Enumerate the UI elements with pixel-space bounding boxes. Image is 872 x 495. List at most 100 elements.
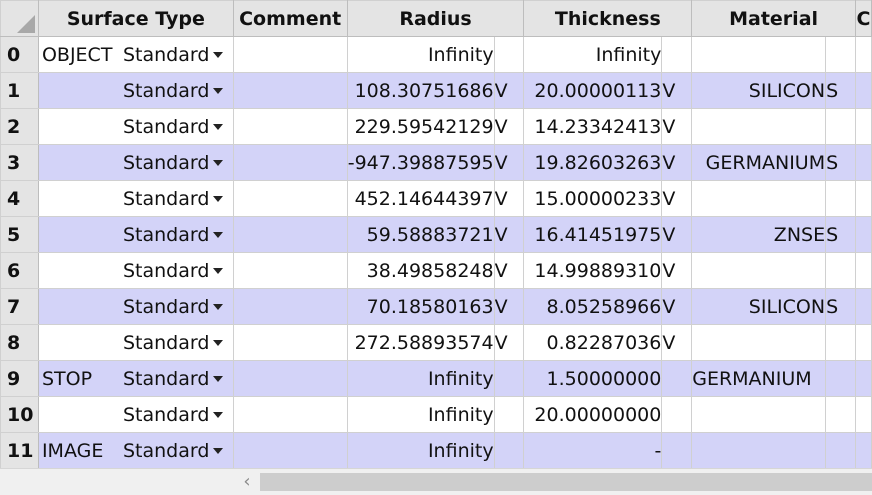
material-cell[interactable] <box>691 180 827 217</box>
table-row[interactable]: 6 Standard 38.49858248 V 14.99889310 V <box>0 252 872 289</box>
material-solve-cell[interactable]: S <box>825 288 856 325</box>
material-solve-cell[interactable] <box>825 180 856 217</box>
table-row[interactable]: 4 Standard 452.14644397 V 15.00000233 V <box>0 180 872 217</box>
radius-solve-cell[interactable]: V <box>493 216 525 253</box>
comment-cell[interactable] <box>232 288 348 325</box>
thickness-cell[interactable]: Infinity <box>523 36 663 73</box>
radius-cell[interactable]: 108.30751686 <box>346 72 495 109</box>
material-solve-cell[interactable]: S <box>825 72 856 109</box>
thickness-cell[interactable]: 16.41451975 <box>523 216 663 253</box>
material-cell[interactable] <box>691 252 827 289</box>
comment-cell[interactable] <box>232 432 348 469</box>
chevron-down-icon[interactable] <box>213 303 224 310</box>
thickness-cell[interactable]: 20.00000113 <box>523 72 663 109</box>
surface-type-dropdown[interactable]: Standard <box>119 188 224 210</box>
chevron-down-icon[interactable] <box>213 87 224 94</box>
table-row[interactable]: 1 Standard 108.30751686 V 20.00000113 V SILICO… <box>0 72 872 109</box>
next-column-cell[interactable] <box>854 324 872 361</box>
radius-solve-cell[interactable] <box>493 360 525 397</box>
thickness-solve-cell[interactable]: V <box>661 108 693 145</box>
thickness-solve-cell[interactable] <box>661 432 693 469</box>
surface-type-cell[interactable]: OBJECT Standard <box>37 36 234 73</box>
thickness-solve-cell[interactable]: V <box>661 216 693 253</box>
comment-cell[interactable] <box>232 252 348 289</box>
material-cell[interactable] <box>691 36 827 73</box>
chevron-down-icon[interactable] <box>213 159 224 166</box>
row-number[interactable]: 11 <box>0 432 39 469</box>
chevron-down-icon[interactable] <box>213 447 224 454</box>
radius-cell[interactable]: -947.39887595 <box>346 144 495 181</box>
material-solve-cell[interactable] <box>825 324 856 361</box>
radius-cell[interactable]: 70.18580163 <box>346 288 495 325</box>
thickness-solve-cell[interactable]: V <box>661 288 693 325</box>
table-row[interactable]: 8 Standard 272.58893574 V 0.82287036 V <box>0 324 872 361</box>
next-column-cell[interactable] <box>854 252 872 289</box>
chevron-down-icon[interactable] <box>213 375 224 382</box>
thickness-cell[interactable]: 14.99889310 <box>523 252 663 289</box>
comment-cell[interactable] <box>232 216 348 253</box>
thickness-cell[interactable]: 19.82603263 <box>523 144 663 181</box>
radius-cell[interactable]: Infinity <box>346 396 495 433</box>
thickness-solve-cell[interactable]: V <box>661 72 693 109</box>
table-row[interactable]: 3 Standard -947.39887595 V 19.82603263 V GERMA… <box>0 144 872 181</box>
material-solve-cell[interactable] <box>825 108 856 145</box>
radius-cell[interactable]: 59.58883721 <box>346 216 495 253</box>
material-cell[interactable]: SILICON <box>691 72 827 109</box>
radius-solve-cell[interactable]: V <box>493 288 525 325</box>
arrow-left-icon[interactable]: ‹ <box>243 471 251 492</box>
surface-type-cell[interactable]: Standard <box>37 288 234 325</box>
next-column-cell[interactable] <box>854 396 872 433</box>
surface-type-dropdown[interactable]: Standard <box>119 440 224 462</box>
thickness-solve-cell[interactable]: V <box>661 324 693 361</box>
thickness-cell[interactable]: 0.82287036 <box>523 324 663 361</box>
select-all-corner[interactable] <box>0 0 39 37</box>
radius-cell[interactable]: 229.59542129 <box>346 108 495 145</box>
comment-cell[interactable] <box>232 72 348 109</box>
surface-type-dropdown[interactable]: Standard <box>119 152 224 174</box>
comment-cell[interactable] <box>232 108 348 145</box>
material-cell[interactable] <box>691 432 827 469</box>
chevron-down-icon[interactable] <box>213 231 224 238</box>
surface-type-dropdown[interactable]: Standard <box>119 224 224 246</box>
surface-type-dropdown[interactable]: Standard <box>119 80 224 102</box>
chevron-down-icon[interactable] <box>213 123 224 130</box>
material-solve-cell[interactable]: S <box>825 144 856 181</box>
surface-type-dropdown[interactable]: Standard <box>119 404 224 426</box>
surface-type-cell[interactable]: Standard <box>37 252 234 289</box>
row-number[interactable]: 0 <box>0 36 39 73</box>
scrollbar-track[interactable] <box>0 473 236 491</box>
thickness-solve-cell[interactable]: V <box>661 144 693 181</box>
chevron-down-icon[interactable] <box>213 339 224 346</box>
thickness-solve-cell[interactable]: V <box>661 252 693 289</box>
material-cell[interactable]: ZNSE <box>691 216 827 253</box>
material-cell[interactable]: GERMANIUM <box>691 144 827 181</box>
next-column-cell[interactable] <box>854 108 872 145</box>
table-row[interactable]: 5 Standard 59.58883721 V 16.41451975 V ZNSE S <box>0 216 872 253</box>
material-solve-cell[interactable] <box>825 252 856 289</box>
comment-cell[interactable] <box>232 36 348 73</box>
row-number[interactable]: 8 <box>0 324 39 361</box>
material-cell[interactable] <box>691 108 827 145</box>
table-row[interactable]: 11 IMAGE Standard Infinity - <box>0 432 872 469</box>
next-column-cell[interactable] <box>854 180 872 217</box>
comment-cell[interactable] <box>232 324 348 361</box>
next-column-cell[interactable] <box>854 72 872 109</box>
surface-type-dropdown[interactable]: Standard <box>119 332 224 354</box>
table-row[interactable]: 9 STOP Standard Infinity 1.50000000 GERMANIUM <box>0 360 872 397</box>
surface-type-cell[interactable]: Standard <box>37 144 234 181</box>
material-cell[interactable] <box>691 396 827 433</box>
radius-solve-cell[interactable] <box>493 36 525 73</box>
radius-solve-cell[interactable]: V <box>493 144 525 181</box>
table-row[interactable]: 0 OBJECT Standard Infinity Infinity <box>0 36 872 73</box>
horizontal-scrollbar[interactable]: ‹ <box>0 468 872 495</box>
thickness-cell[interactable]: 8.05258966 <box>523 288 663 325</box>
radius-solve-cell[interactable]: V <box>493 324 525 361</box>
radius-solve-cell[interactable] <box>493 432 525 469</box>
thickness-cell[interactable]: 15.00000233 <box>523 180 663 217</box>
table-row[interactable]: 7 Standard 70.18580163 V 8.05258966 V SILICON S <box>0 288 872 325</box>
row-number[interactable]: 7 <box>0 288 39 325</box>
header-surface-type[interactable]: Surface Type <box>37 0 234 37</box>
radius-solve-cell[interactable]: V <box>493 108 525 145</box>
row-number[interactable]: 3 <box>0 144 39 181</box>
table-row[interactable]: 2 Standard 229.59542129 V 14.23342413 V <box>0 108 872 145</box>
